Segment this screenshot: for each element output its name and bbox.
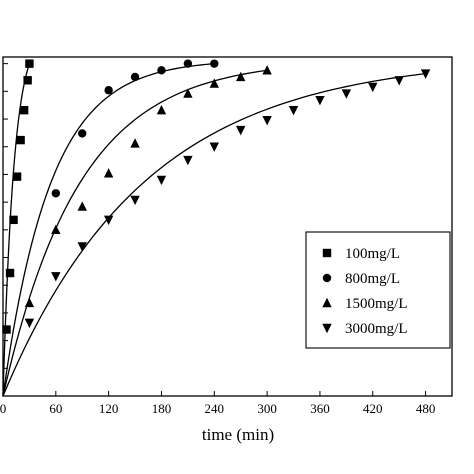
data-point [24, 297, 35, 308]
data-point [183, 155, 193, 166]
data-point [51, 224, 61, 235]
legend-marker [322, 273, 332, 283]
data-point [104, 86, 113, 95]
data-point [23, 76, 32, 85]
x-tick-label: 300 [257, 401, 277, 416]
data-point [262, 115, 272, 126]
data-point [5, 268, 15, 278]
data-point [210, 59, 219, 68]
data-point [19, 105, 29, 115]
legend-marker [322, 248, 332, 258]
legend: 100mg/L 800mg/L 1500mg/L 3000mg/L [305, 231, 451, 349]
data-markers [2, 59, 431, 334]
x-tick-label: 60 [49, 401, 62, 416]
data-point [9, 215, 18, 225]
data-point [16, 135, 25, 145]
data-point [24, 318, 35, 329]
x-tick-label: 240 [205, 401, 225, 416]
data-point [103, 215, 114, 226]
data-point [78, 129, 87, 138]
data-point [236, 71, 246, 82]
plot-frame [2, 56, 453, 397]
x-tick-label: 480 [416, 401, 436, 416]
data-point [183, 59, 193, 68]
fit-curve [2, 63, 215, 397]
data-point [2, 325, 11, 334]
data-point [156, 104, 167, 115]
data-point [315, 96, 325, 106]
data-point [157, 66, 166, 75]
data-point [103, 168, 114, 178]
data-point [130, 195, 140, 206]
data-point [25, 59, 34, 68]
x-axis-ticks: 0 60 120 180 240 300 360 420 480 [0, 391, 435, 416]
data-point [77, 242, 87, 252]
data-point [420, 69, 431, 79]
x-tick-label: 180 [152, 401, 172, 416]
y-axis-ticks [3, 63, 8, 397]
x-tick-label: 120 [99, 401, 119, 416]
legend-label: 800mg/L [345, 271, 400, 287]
legend-label: 1500mg/L [345, 296, 408, 312]
data-point [130, 138, 140, 148]
data-point [368, 82, 378, 93]
data-point [341, 89, 352, 99]
data-point [130, 72, 140, 82]
data-point [394, 76, 404, 86]
data-point [51, 272, 61, 282]
x-tick-label: 0 [0, 401, 6, 416]
data-point [262, 65, 272, 75]
data-point [183, 88, 193, 98]
data-point [51, 189, 61, 198]
data-point [12, 172, 22, 181]
data-point [209, 78, 219, 88]
x-tick-label: 420 [363, 401, 383, 416]
x-axis-label: time (min) [202, 425, 274, 444]
legend-marker [322, 297, 332, 308]
data-point [236, 125, 246, 136]
fit-curve [2, 72, 426, 397]
legend-label: 3000mg/L [345, 321, 408, 337]
legend-label: 100mg/L [345, 246, 400, 262]
legend-marker [322, 323, 332, 334]
x-tick-label: 360 [310, 401, 330, 416]
data-point [209, 142, 219, 152]
data-point [288, 105, 299, 116]
data-point [77, 201, 87, 211]
legend-items: 100mg/L 800mg/L 1500mg/L 3000mg/L [322, 246, 408, 337]
data-point [156, 175, 167, 186]
fit-curve [2, 69, 268, 397]
